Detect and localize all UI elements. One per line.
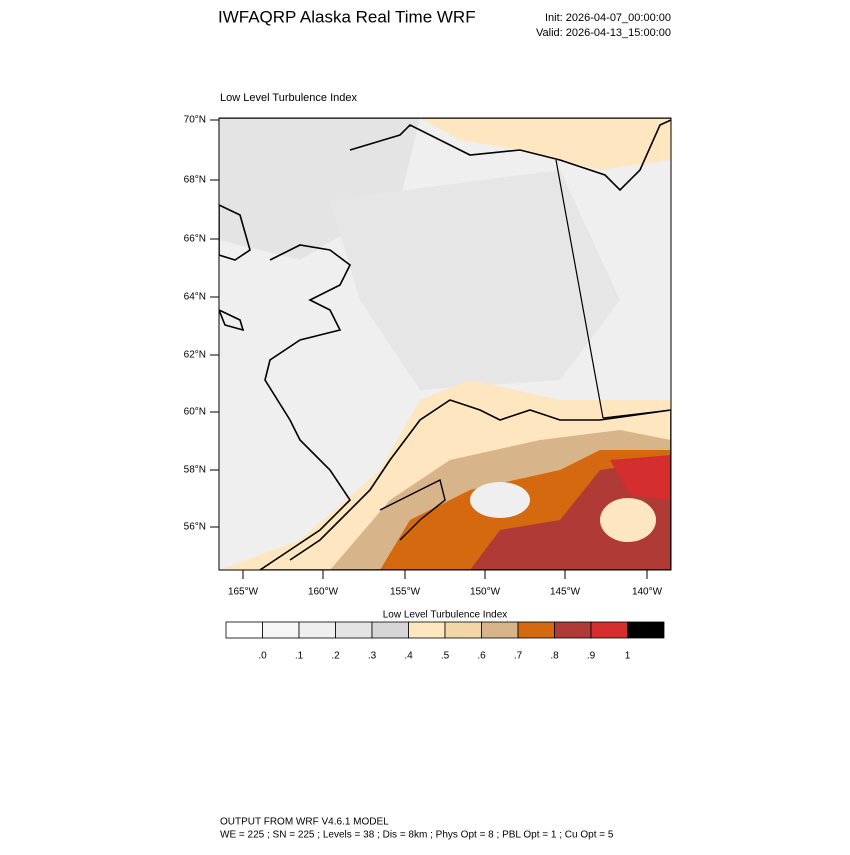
colorbar-label: .6 xyxy=(477,651,486,662)
colorbar-label: .3 xyxy=(368,651,377,662)
colorbar-label: .4 xyxy=(404,651,413,662)
footer-line: WE = 225 ; SN = 225 ; Levels = 38 ; Dis … xyxy=(220,830,614,841)
page-title: IWFAQRP Alaska Real Time WRF xyxy=(218,7,476,26)
colorbar-label: .0 xyxy=(258,651,267,662)
map xyxy=(219,118,671,570)
lat-label: 68°N xyxy=(184,175,206,186)
lat-label: 64°N xyxy=(184,292,206,303)
lon-label: 155°W xyxy=(390,587,421,598)
colorbar-label: .8 xyxy=(550,651,559,662)
lon-label: 145°W xyxy=(550,587,581,598)
colorbar xyxy=(225,621,665,639)
lat-label: 70°N xyxy=(184,115,206,126)
valid-time: Valid: 2026-04-13_15:00:00 xyxy=(536,27,671,39)
colorbar-title: Low Level Turbulence Index xyxy=(383,610,508,621)
init-time: Init: 2026-04-07_00:00:00 xyxy=(545,12,671,24)
colorbar-label: 1 xyxy=(625,651,631,662)
footer-line: OUTPUT FROM WRF V4.6.1 MODEL xyxy=(220,817,389,828)
lon-label: 165°W xyxy=(228,587,259,598)
colorbar-label: .7 xyxy=(514,651,523,662)
map-title: Low Level Turbulence Index xyxy=(220,92,357,104)
colorbar-label: .1 xyxy=(295,651,304,662)
lat-label: 56°N xyxy=(184,522,206,533)
lon-label: 160°W xyxy=(308,587,339,598)
colorbar-label: .5 xyxy=(441,651,450,662)
lon-label: 150°W xyxy=(470,587,501,598)
lat-label: 62°N xyxy=(184,350,206,361)
colorbar-label: .9 xyxy=(587,651,596,662)
map-frame xyxy=(218,117,672,571)
lon-label: 140°W xyxy=(632,587,663,598)
lat-label: 60°N xyxy=(184,407,206,418)
lat-label: 58°N xyxy=(184,465,206,476)
lat-label: 66°N xyxy=(184,234,206,245)
colorbar-label: .2 xyxy=(331,651,340,662)
